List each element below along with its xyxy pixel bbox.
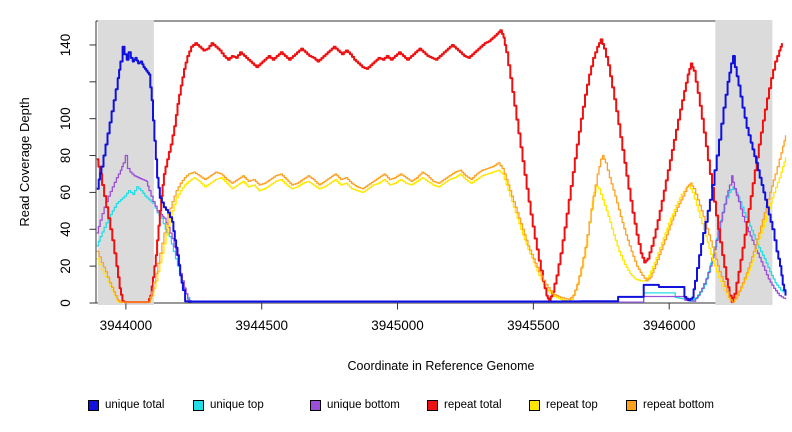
legend-label: repeat top bbox=[546, 399, 598, 411]
legend-entry-unique-bottom: unique bottom bbox=[310, 399, 400, 411]
y-tick-label: 140 bbox=[58, 34, 73, 57]
series-line-unique-total bbox=[96, 45, 787, 303]
highlight-regions bbox=[97, 20, 773, 305]
x-tick-label: 3944000 bbox=[100, 318, 153, 333]
axes: 3944000 3944500 3945000 3945500 3946000 0 20 40… bbox=[58, 34, 695, 333]
series-line-repeat-bottom bbox=[96, 135, 787, 303]
legend-label: unique top bbox=[210, 399, 264, 411]
series-lines bbox=[96, 29, 787, 304]
y-tick-label: 40 bbox=[58, 222, 73, 237]
series-line-repeat-top bbox=[96, 157, 787, 304]
x-tick-label: 3945000 bbox=[371, 318, 424, 333]
legend-label: repeat total bbox=[444, 399, 502, 411]
legend-swatch-icon bbox=[310, 399, 321, 411]
legend-entry-repeat-total: repeat total bbox=[427, 399, 502, 411]
legend-label: unique bottom bbox=[327, 399, 400, 411]
legend-swatch-icon bbox=[88, 399, 99, 411]
legend-swatch-icon bbox=[427, 399, 438, 411]
legend-entry-repeat-top: repeat top bbox=[529, 399, 598, 411]
x-tick-label: 3946000 bbox=[643, 318, 696, 333]
y-tick-label: 80 bbox=[58, 148, 73, 163]
y-tick-label: 0 bbox=[58, 299, 73, 307]
y-axis-title: Read Coverage Depth bbox=[17, 97, 32, 226]
y-tick-label: 60 bbox=[58, 185, 73, 200]
legend-entry-repeat-bottom: repeat bottom bbox=[626, 399, 714, 411]
legend-swatch-icon bbox=[193, 399, 204, 411]
series-line-unique-top bbox=[96, 186, 787, 303]
y-tick-label: 100 bbox=[58, 107, 73, 130]
legend-label: repeat bottom bbox=[643, 399, 714, 411]
x-tick-label: 3945500 bbox=[507, 318, 560, 333]
legend-swatch-icon bbox=[529, 399, 540, 411]
series-line-unique-bottom bbox=[96, 154, 787, 303]
legend-swatch-icon bbox=[626, 399, 637, 411]
legend-entry-unique-top: unique top bbox=[193, 399, 264, 411]
legend-label: unique total bbox=[105, 399, 165, 411]
series-line-repeat-total bbox=[96, 29, 783, 304]
y-tick-label: 20 bbox=[58, 259, 73, 274]
plot-box bbox=[95, 20, 773, 304]
x-axis-title: Coordinate in Reference Genome bbox=[348, 359, 535, 373]
x-tick-label: 3944500 bbox=[235, 318, 288, 333]
legend-entry-unique-total: unique total bbox=[88, 399, 164, 411]
